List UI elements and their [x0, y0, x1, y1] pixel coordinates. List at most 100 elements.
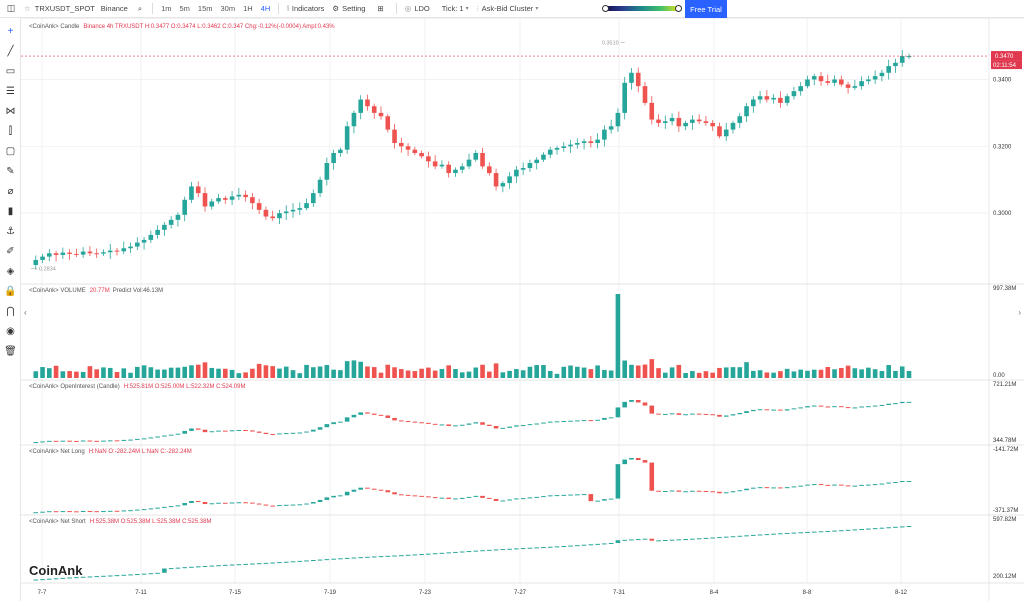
candle-body: [744, 106, 749, 117]
candle-body: [487, 166, 492, 174]
sub-candle-body: [371, 413, 377, 415]
sub-candle-body: [189, 428, 194, 431]
candle-body: [270, 216, 275, 219]
brush-icon[interactable]: ⌀: [7, 186, 14, 197]
measure-icon[interactable]: ⫿: [8, 126, 13, 137]
candle-body: [162, 224, 167, 230]
candle-body: [121, 248, 127, 252]
volume-bar: [534, 365, 539, 378]
volume-bar: [608, 370, 614, 378]
volume-bar: [642, 364, 648, 378]
sub-candle-body: [859, 484, 864, 486]
search-icon[interactable]: ⌕: [137, 3, 143, 13]
color-scale-slider[interactable]: [602, 5, 682, 12]
candle-body: [155, 229, 160, 235]
divider: [278, 3, 280, 14]
layout-grid-icon[interactable]: ⊞: [377, 4, 384, 13]
sub-candle-body: [500, 500, 506, 502]
eraser-tool-icon[interactable]: ◈: [6, 266, 15, 277]
candle-body: [676, 117, 682, 127]
sub-candle-body: [554, 495, 560, 497]
callout-icon[interactable]: ▢: [5, 146, 16, 157]
sub-candle-body: [162, 435, 167, 437]
sub-candle-body: [649, 462, 655, 491]
sub-candle-body: [696, 538, 702, 540]
sub-candle-body: [879, 404, 885, 406]
magnet-icon[interactable]: ⋂: [6, 306, 15, 317]
timeframe-1m[interactable]: 1m: [161, 4, 172, 13]
sub-candle-body: [514, 548, 519, 550]
favorite-star-icon[interactable]: ☆: [24, 4, 31, 13]
candle-body: [338, 149, 343, 153]
sub-candle-body: [771, 533, 776, 535]
sub-candle-body: [764, 534, 770, 536]
sub-candle-body: [378, 556, 384, 558]
sub-candle-body: [243, 502, 248, 504]
trendline-icon[interactable]: ╱: [7, 46, 14, 57]
sub-candle-body: [107, 575, 113, 577]
sub-candle-body: [162, 506, 167, 508]
bar-chart-icon[interactable]: ▮: [7, 206, 14, 217]
sub-candle-body: [893, 403, 898, 405]
candle-body: [385, 116, 391, 130]
sub-candle-body: [243, 430, 248, 432]
sub-candle-body: [906, 481, 912, 483]
sub-candle-body: [148, 508, 154, 510]
trash-icon[interactable]: 🗑: [4, 346, 17, 357]
chart-canvas[interactable]: 7-7 7-11 7-15 7-19 7-23 7-27 7-31 8-4 8-8 8-12 0.3…: [21, 18, 1024, 601]
sub-candle-body: [101, 511, 106, 513]
sub-candle-body: [751, 409, 756, 412]
volume-bar: [615, 294, 621, 378]
timeframe-4H[interactable]: 4H: [260, 4, 271, 13]
lock-icon[interactable]: 🔒: [4, 286, 17, 297]
x-axis-label: 7-15: [229, 590, 242, 596]
slider-handle-left[interactable]: [602, 5, 609, 12]
sub-candle-body: [338, 421, 343, 423]
crosshair-icon[interactable]: +: [7, 26, 14, 37]
timeframe-5m[interactable]: 5m: [179, 4, 190, 13]
rectangle-icon[interactable]: ▭: [5, 66, 16, 77]
price-axis-label: 0.3200: [993, 144, 1012, 150]
pencil-icon[interactable]: ✐: [6, 246, 15, 257]
eye-icon[interactable]: ◉: [6, 326, 15, 337]
sub-candle-body: [344, 557, 350, 559]
candle-body: [419, 153, 424, 157]
watermark-logo: CoinAnk: [29, 563, 83, 578]
sub-candle-body: [730, 536, 736, 538]
slider-handle-right[interactable]: [675, 5, 682, 12]
sub-candle-body: [581, 544, 587, 546]
symbol-name[interactable]: TRXUSDT_SPOT: [34, 4, 95, 13]
exchange-name[interactable]: Binance: [100, 4, 128, 13]
netlong-pane-title: <CoinAnk> Net Long H:NaN O:-282.24M L:NaN…: [29, 449, 192, 455]
chart-logo-icon[interactable]: ◫: [6, 3, 16, 13]
sub-candle-body: [751, 487, 756, 489]
sub-candle-body: [189, 566, 194, 568]
candle-body: [283, 211, 289, 214]
volume-bar: [872, 369, 878, 378]
sub-candle-body: [148, 437, 154, 439]
sub-candle-body: [412, 554, 418, 556]
chevron-left-icon[interactable]: ‹: [24, 308, 27, 317]
axis-label-top: 997.38M: [993, 286, 1016, 292]
volume-bar: [141, 365, 147, 378]
fib-icon[interactable]: ☰: [6, 86, 15, 97]
axis-label-top: 721.21M: [993, 382, 1016, 388]
free-trial-button[interactable]: Free Trial: [685, 0, 727, 18]
pattern-icon[interactable]: ⋈: [5, 106, 16, 117]
setting-button[interactable]: ⚙ Setting: [328, 0, 369, 18]
timeframe-1H[interactable]: 1H: [243, 4, 253, 13]
sub-candle-body: [595, 500, 600, 502]
timeframe-15m[interactable]: 15m: [197, 4, 213, 13]
axis-label-bottom: 344.78M: [993, 438, 1016, 444]
tick-selector[interactable]: Tick: 1 ▾: [438, 0, 473, 18]
sub-candle-body: [534, 423, 539, 425]
chevron-right-icon[interactable]: ›: [1018, 308, 1021, 317]
timeframe-30m[interactable]: 30m: [220, 4, 236, 13]
ldo-button[interactable]: ◎ LDO: [401, 0, 434, 18]
sub-candle-body: [751, 534, 756, 536]
candle-body: [852, 86, 858, 88]
indicators-button[interactable]: ⦚ Indicators: [283, 0, 328, 18]
cluster-selector[interactable]: ⫶ Ask-Bid Cluster ▾: [473, 0, 543, 18]
ruler-icon[interactable]: ✎: [6, 166, 15, 177]
anchor-icon[interactable]: ⚓: [6, 226, 15, 237]
